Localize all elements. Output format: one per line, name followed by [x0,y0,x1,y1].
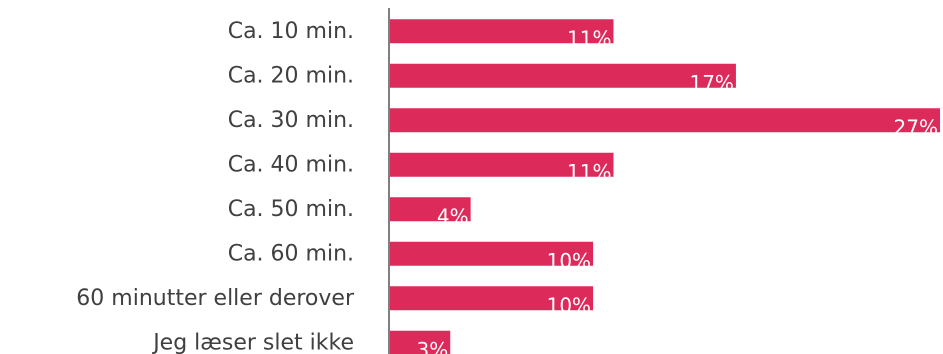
bar [389,152,614,177]
category-labels: Ca. 10 min. Ca. 20 min. Ca. 30 min. Ca. 40 … [76,19,355,354]
bar [389,63,736,88]
value-label: 11% [567,160,611,184]
category-label: Ca. 50 min. [228,197,354,222]
bar [389,197,471,222]
category-label: Jeg læser slet ikke [151,330,354,354]
value-label: 4% [437,204,469,228]
bar [389,108,940,133]
bar [389,330,451,354]
value-label: 27% [894,115,938,139]
value-label: 17% [689,71,733,95]
value-label: 10% [547,249,591,273]
category-label: 60 minutter eller derover [76,286,355,311]
category-label: Ca. 30 min. [228,108,354,133]
category-label: Ca. 60 min. [228,241,354,266]
category-label: Ca. 20 min. [228,63,354,88]
value-label: 3% [416,338,448,354]
bars [389,19,940,354]
bar [389,286,594,311]
bar [389,241,594,266]
category-label: Ca. 40 min. [228,152,354,177]
value-label: 10% [547,293,591,317]
value-labels: 11% 17% 27% 11% 4% 10% 10% 3% [416,26,938,354]
category-label: Ca. 10 min. [228,19,354,44]
bar [389,19,614,44]
value-label: 11% [567,26,611,50]
